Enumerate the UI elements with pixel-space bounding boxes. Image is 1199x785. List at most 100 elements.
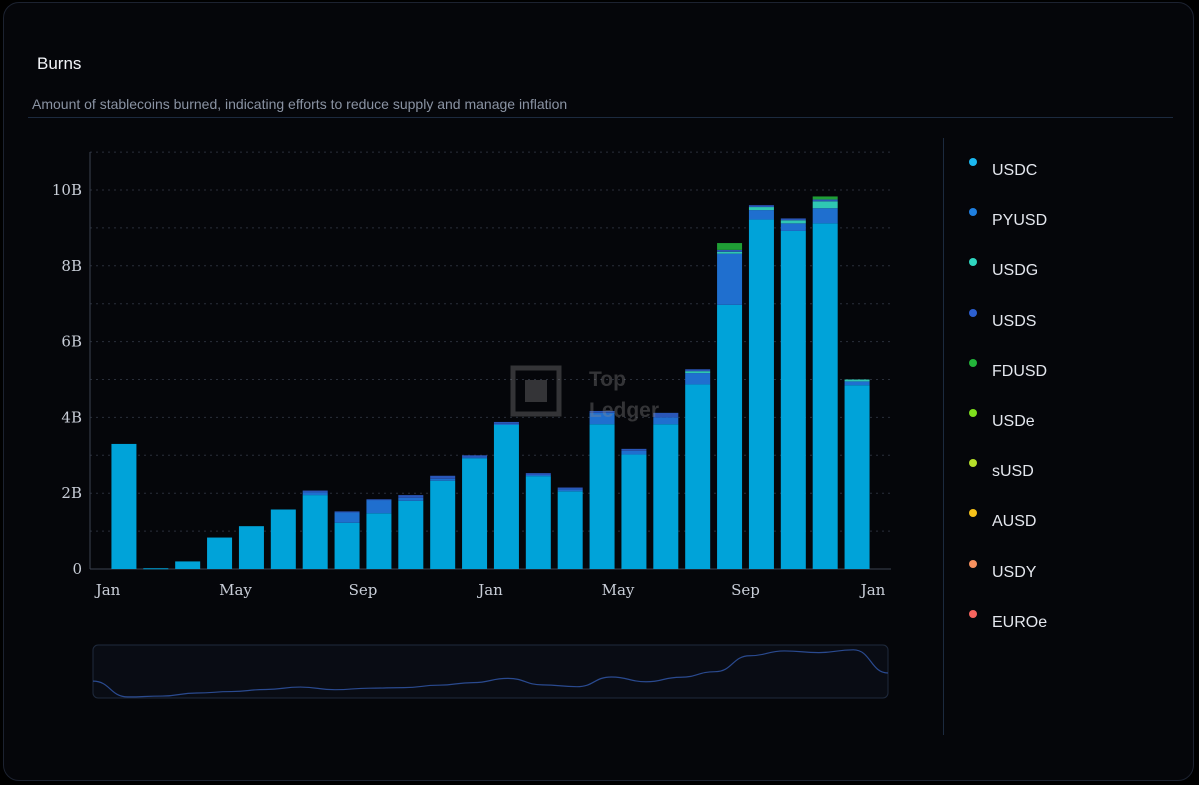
bar-pyusd: [653, 417, 679, 425]
bar-pyusd: [717, 253, 743, 305]
legend-label: AUSD: [992, 513, 1037, 531]
x-tick-label: Sep: [731, 581, 760, 599]
bar-usdg: [780, 220, 806, 224]
legend-label: USDe: [992, 412, 1035, 430]
bar-pyusd: [685, 373, 711, 385]
bar-pyusd: [589, 412, 615, 425]
bar-pyusd: [748, 210, 774, 220]
legend-dot: [969, 308, 977, 317]
bar-usds: [780, 218, 806, 221]
bar-usdc: [111, 443, 137, 569]
watermark-logo-icon: [510, 362, 576, 420]
bar-usds: [525, 473, 551, 476]
x-tick-label: Jan: [94, 581, 121, 599]
bar-usdc: [207, 537, 233, 569]
header-divider: [28, 117, 1173, 118]
bar-usdc: [398, 500, 424, 569]
bar-pyusd: [812, 208, 838, 224]
bar-fdusd: [717, 243, 743, 250]
legend-dot: [969, 459, 977, 468]
bar-usdc: [653, 424, 679, 569]
y-tick-label: 6B: [61, 333, 82, 351]
watermark-text: Top Ledger: [589, 364, 659, 426]
y-tick-label: 4B: [61, 408, 82, 426]
bar-usdc: [334, 522, 360, 569]
bar-usdc: [812, 223, 838, 570]
bar-usdc: [430, 480, 456, 569]
legend-dot: [969, 258, 977, 267]
bar-usdc: [462, 458, 488, 569]
bar-usdg: [748, 207, 774, 211]
bar-usdc: [748, 219, 774, 569]
bar-pyusd: [621, 450, 647, 455]
legend-divider: [943, 138, 944, 735]
bar-pyusd: [366, 500, 392, 514]
bar-usds: [366, 499, 392, 501]
bar-usdc: [525, 476, 551, 569]
bar-usds: [557, 487, 583, 490]
bar-usdc: [685, 384, 711, 569]
legend-dot: [969, 609, 977, 618]
bar-usds: [493, 421, 519, 424]
card-subtitle: Amount of stablecoins burned, indicating…: [32, 96, 568, 112]
bar-usdg: [844, 379, 870, 382]
bar-usds: [812, 199, 838, 202]
bar-pyusd: [557, 489, 583, 492]
bar-fdusd: [812, 196, 838, 200]
legend-dot: [969, 158, 977, 166]
legend-label: USDC: [992, 162, 1038, 179]
bar-usdg: [717, 251, 743, 254]
bar-usds: [589, 410, 615, 413]
x-tick-label: May: [219, 581, 252, 599]
bar-pyusd: [430, 478, 456, 481]
bar-usds: [462, 455, 488, 458]
bar-usds: [302, 490, 328, 493]
bar-usds: [430, 475, 456, 479]
legend-dot: [969, 408, 977, 417]
bar-usdc: [238, 526, 264, 569]
x-tick-label: May: [602, 581, 635, 599]
bar-usdc: [270, 509, 296, 569]
bar-usdc: [175, 561, 201, 569]
bar-usdc: [780, 230, 806, 569]
bar-pyusd: [334, 512, 360, 523]
y-tick-label: 0: [72, 560, 82, 578]
legend-dot: [969, 559, 977, 568]
legend-dot: [969, 358, 977, 367]
legend-label: USDS: [992, 312, 1037, 330]
bar-pyusd: [525, 475, 551, 477]
watermark: Top Ledger: [509, 360, 659, 425]
y-tick-label: 2B: [61, 484, 82, 502]
bar-usds: [334, 511, 360, 513]
legend-label: USDG: [992, 262, 1039, 280]
legend-dot: [969, 509, 977, 518]
range-navigator: [92, 644, 889, 699]
bar-pyusd: [462, 457, 488, 459]
bar-usds: [398, 495, 424, 498]
bar-usdc: [302, 495, 328, 569]
navigator-line: [92, 649, 889, 698]
legend-label: EUROe: [992, 613, 1048, 631]
bar-usds: [717, 249, 743, 252]
bar-pyusd: [844, 381, 870, 386]
legend-label: sUSD: [992, 463, 1034, 481]
bar-usds: [685, 369, 711, 372]
bar-usdg: [685, 371, 711, 374]
bar-pyusd: [780, 223, 806, 231]
bar-usdc: [366, 513, 392, 569]
y-tick-label: 8B: [61, 257, 82, 275]
x-tick-label: Sep: [349, 581, 378, 599]
legend-label: FDUSD: [992, 362, 1048, 380]
watermark-line2: Ledger: [589, 399, 660, 422]
bar-usds: [653, 412, 679, 418]
legend-dot: [969, 208, 977, 217]
bar-usdc: [589, 424, 615, 569]
x-tick-label: Jan: [476, 581, 503, 599]
bar-pyusd: [493, 423, 519, 425]
bar-usdc: [621, 454, 647, 569]
bar-usds: [748, 205, 774, 208]
bar-usdc: [717, 304, 743, 569]
y-tick-label: 10B: [52, 181, 82, 199]
watermark-line1: Top: [589, 368, 626, 391]
